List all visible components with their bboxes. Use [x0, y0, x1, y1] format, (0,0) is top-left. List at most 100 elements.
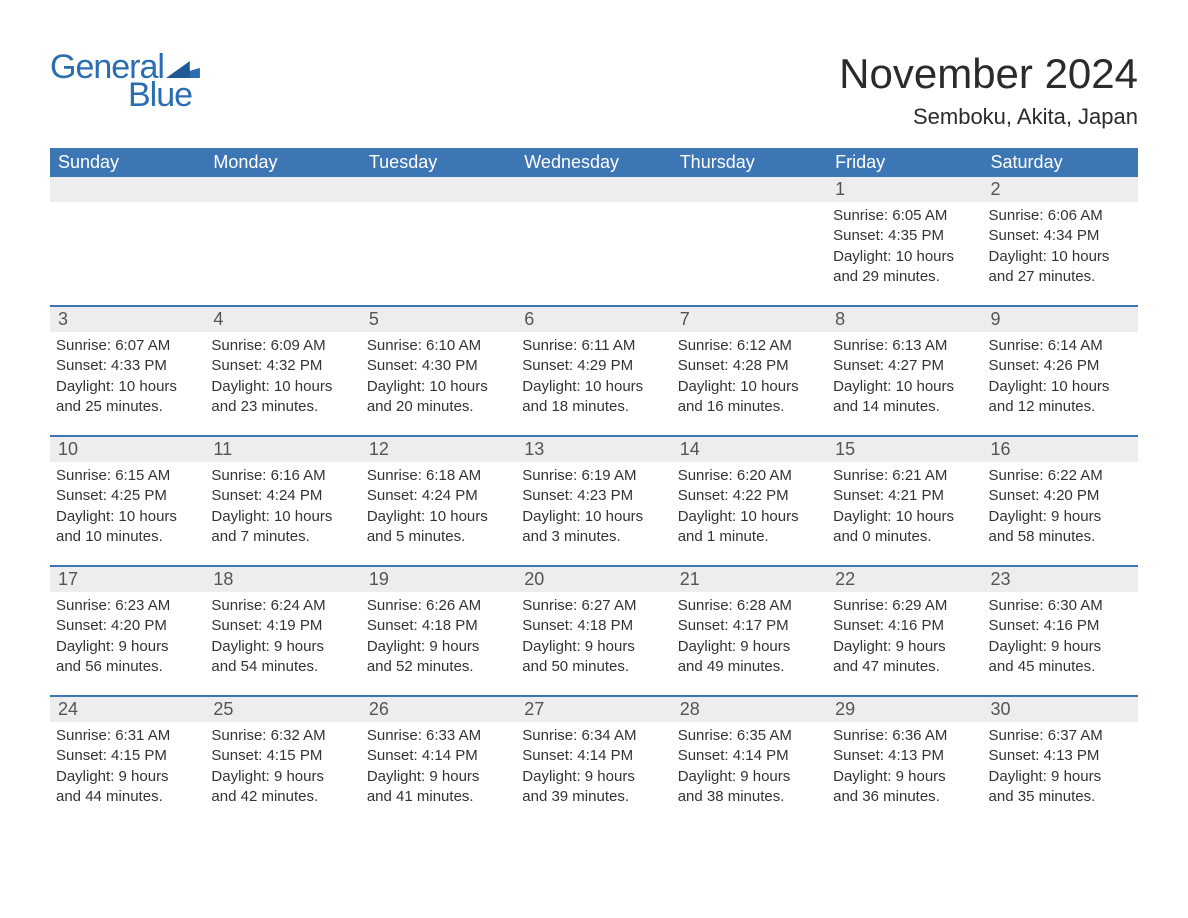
weekday-header: Tuesday: [361, 148, 516, 177]
calendar-day: 9Sunrise: 6:14 AMSunset: 4:26 PMDaylight…: [983, 307, 1138, 435]
day-sunset: Sunset: 4:18 PM: [367, 616, 510, 636]
day-daylight2: and 49 minutes.: [678, 657, 821, 677]
calendar-day: [361, 177, 516, 305]
location-text: Semboku, Akita, Japan: [839, 104, 1138, 130]
day-daylight2: and 14 minutes.: [833, 397, 976, 417]
day-daylight1: Daylight: 9 hours: [522, 767, 665, 787]
day-daylight2: and 27 minutes.: [989, 267, 1132, 287]
day-daylight2: and 41 minutes.: [367, 787, 510, 807]
day-daylight2: and 1 minute.: [678, 527, 821, 547]
day-details: Sunrise: 6:30 AMSunset: 4:16 PMDaylight:…: [989, 596, 1132, 677]
day-sunrise: Sunrise: 6:33 AM: [367, 726, 510, 746]
day-sunrise: Sunrise: 6:16 AM: [211, 466, 354, 486]
day-daylight2: and 47 minutes.: [833, 657, 976, 677]
day-sunset: Sunset: 4:30 PM: [367, 356, 510, 376]
day-daylight2: and 35 minutes.: [989, 787, 1132, 807]
calendar-day: 26Sunrise: 6:33 AMSunset: 4:14 PMDayligh…: [361, 697, 516, 825]
day-daylight1: Daylight: 9 hours: [211, 637, 354, 657]
calendar-day: 28Sunrise: 6:35 AMSunset: 4:14 PMDayligh…: [672, 697, 827, 825]
day-number: 7: [672, 307, 827, 332]
day-daylight1: Daylight: 9 hours: [833, 767, 976, 787]
calendar-day: 18 Sunrise: 6:24 AMSunset: 4:19 PMDayligh…: [205, 567, 360, 695]
day-sunrise: Sunrise: 6:13 AM: [833, 336, 976, 356]
day-details: Sunrise: 6:06 AMSunset: 4:34 PMDaylight:…: [989, 206, 1132, 287]
day-number: [50, 177, 205, 202]
day-sunrise: Sunrise: 6:24 AM: [211, 596, 354, 616]
day-details: Sunrise: 6:31 AMSunset: 4:15 PMDaylight:…: [56, 726, 199, 807]
day-sunrise: Sunrise: 6:18 AM: [367, 466, 510, 486]
day-daylight1: Daylight: 9 hours: [678, 767, 821, 787]
day-details: Sunrise: 6:34 AMSunset: 4:14 PMDaylight:…: [522, 726, 665, 807]
day-sunset: Sunset: 4:13 PM: [833, 746, 976, 766]
day-sunrise: Sunrise: 6:26 AM: [367, 596, 510, 616]
title-block: November 2024 Semboku, Akita, Japan: [839, 50, 1138, 130]
day-sunset: Sunset: 4:27 PM: [833, 356, 976, 376]
day-daylight2: and 36 minutes.: [833, 787, 976, 807]
calendar-day: 17Sunrise: 6:23 AMSunset: 4:20 PMDayligh…: [50, 567, 205, 695]
day-daylight1: Daylight: 10 hours: [56, 377, 199, 397]
day-daylight2: and 45 minutes.: [989, 657, 1132, 677]
day-number: 3: [50, 307, 205, 332]
day-number: [361, 177, 516, 202]
calendar-day: 12Sunrise: 6:18 AMSunset: 4:24 PMDayligh…: [361, 437, 516, 565]
day-sunrise: Sunrise: 6:07 AM: [56, 336, 199, 356]
day-sunrise: Sunrise: 6:37 AM: [989, 726, 1132, 746]
calendar-day: 21Sunrise: 6:28 AMSunset: 4:17 PMDayligh…: [672, 567, 827, 695]
day-daylight2: and 0 minutes.: [833, 527, 976, 547]
calendar-day: [205, 177, 360, 305]
day-number: 5: [361, 307, 516, 332]
day-number: 26: [361, 697, 516, 722]
day-number: 18: [205, 567, 360, 592]
day-daylight1: Daylight: 10 hours: [522, 377, 665, 397]
day-daylight2: and 3 minutes.: [522, 527, 665, 547]
day-daylight2: and 16 minutes.: [678, 397, 821, 417]
day-number: 20: [516, 567, 671, 592]
day-daylight1: Daylight: 9 hours: [678, 637, 821, 657]
day-daylight2: and 58 minutes.: [989, 527, 1132, 547]
calendar-day: 7Sunrise: 6:12 AMSunset: 4:28 PMDaylight…: [672, 307, 827, 435]
day-sunset: Sunset: 4:23 PM: [522, 486, 665, 506]
day-daylight2: and 56 minutes.: [56, 657, 199, 677]
day-sunrise: Sunrise: 6:36 AM: [833, 726, 976, 746]
day-daylight1: Daylight: 10 hours: [367, 377, 510, 397]
calendar-day: 27Sunrise: 6:34 AMSunset: 4:14 PMDayligh…: [516, 697, 671, 825]
day-sunrise: Sunrise: 6:10 AM: [367, 336, 510, 356]
calendar-day: 29Sunrise: 6:36 AMSunset: 4:13 PMDayligh…: [827, 697, 982, 825]
day-sunrise: Sunrise: 6:19 AM: [522, 466, 665, 486]
day-number: [516, 177, 671, 202]
day-daylight1: Daylight: 10 hours: [989, 377, 1132, 397]
calendar-day: 13Sunrise: 6:19 AMSunset: 4:23 PMDayligh…: [516, 437, 671, 565]
day-sunrise: Sunrise: 6:30 AM: [989, 596, 1132, 616]
day-number: 21: [672, 567, 827, 592]
weekday-header-row: Sunday Monday Tuesday Wednesday Thursday…: [50, 148, 1138, 177]
day-daylight2: and 38 minutes.: [678, 787, 821, 807]
day-sunrise: Sunrise: 6:12 AM: [678, 336, 821, 356]
day-sunrise: Sunrise: 6:11 AM: [522, 336, 665, 356]
day-sunrise: Sunrise: 6:32 AM: [211, 726, 354, 746]
day-number: 25: [205, 697, 360, 722]
calendar-day: 23Sunrise: 6:30 AMSunset: 4:16 PMDayligh…: [983, 567, 1138, 695]
day-daylight1: Daylight: 9 hours: [833, 637, 976, 657]
day-daylight1: Daylight: 9 hours: [367, 637, 510, 657]
day-details: Sunrise: 6:13 AMSunset: 4:27 PMDaylight:…: [833, 336, 976, 417]
day-sunset: Sunset: 4:15 PM: [211, 746, 354, 766]
day-details: Sunrise: 6:24 AMSunset: 4:19 PMDaylight:…: [211, 596, 354, 677]
day-sunset: Sunset: 4:24 PM: [211, 486, 354, 506]
day-sunset: Sunset: 4:16 PM: [989, 616, 1132, 636]
day-daylight2: and 10 minutes.: [56, 527, 199, 547]
calendar-day: 11Sunrise: 6:16 AMSunset: 4:24 PMDayligh…: [205, 437, 360, 565]
calendar-day: 8Sunrise: 6:13 AMSunset: 4:27 PMDaylight…: [827, 307, 982, 435]
day-daylight1: Daylight: 10 hours: [989, 247, 1132, 267]
weekday-header: Saturday: [983, 148, 1138, 177]
day-daylight2: and 5 minutes.: [367, 527, 510, 547]
day-number: 28: [672, 697, 827, 722]
day-daylight1: Daylight: 9 hours: [989, 767, 1132, 787]
weeks-container: 1Sunrise: 6:05 AMSunset: 4:35 PMDaylight…: [50, 177, 1138, 825]
weekday-header: Monday: [205, 148, 360, 177]
day-daylight1: Daylight: 9 hours: [56, 637, 199, 657]
calendar-day: 20Sunrise: 6:27 AMSunset: 4:18 PMDayligh…: [516, 567, 671, 695]
page-header: General Blue November 2024 Semboku, Akit…: [50, 50, 1138, 130]
day-daylight1: Daylight: 9 hours: [56, 767, 199, 787]
calendar-day: 25 Sunrise: 6:32 AMSunset: 4:15 PMDayligh…: [205, 697, 360, 825]
day-daylight1: Daylight: 9 hours: [211, 767, 354, 787]
